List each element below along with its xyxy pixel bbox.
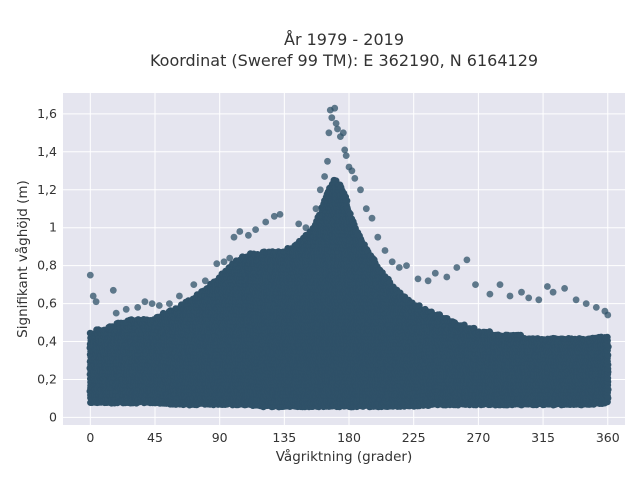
- chart-title-line1: År 1979 - 2019: [284, 30, 404, 49]
- data-points: [86, 104, 612, 411]
- chart-title-line2: Koordinat (Sweref 99 TM): E 362190, N 61…: [150, 51, 538, 70]
